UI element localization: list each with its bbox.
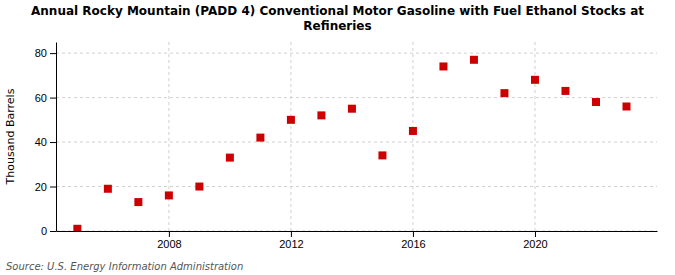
- x-tick-label: 2008: [157, 238, 181, 250]
- point: [317, 111, 325, 119]
- point: [470, 56, 478, 64]
- y-tick-label: 60: [35, 92, 47, 104]
- point: [561, 87, 569, 95]
- x-tick: 2012: [279, 231, 303, 250]
- y-tick-mark: [50, 53, 56, 54]
- point: [500, 89, 508, 97]
- x-tick-mark: [291, 231, 292, 237]
- point: [73, 225, 81, 231]
- point: [287, 116, 295, 124]
- point: [592, 98, 600, 106]
- x-tick-mark: [535, 231, 536, 237]
- plot-area: 2008 2012 2016 2020 0 20 40 60 80: [35, 42, 658, 250]
- y-tick: 40: [35, 136, 56, 148]
- point: [256, 134, 264, 142]
- x-tick: 2020: [523, 231, 547, 250]
- point: [409, 127, 417, 135]
- point: [622, 102, 630, 110]
- y-tick-label: 0: [41, 225, 47, 237]
- y-grid-line: [56, 97, 657, 98]
- y-tick-label: 20: [35, 181, 47, 193]
- y-tick-mark: [50, 187, 56, 188]
- y-axis-line: [56, 43, 57, 232]
- point: [378, 151, 386, 159]
- point: [348, 105, 356, 113]
- y-tick-label: 40: [35, 136, 47, 148]
- y-tick: 0: [41, 225, 56, 237]
- x-grid-line: [412, 42, 413, 231]
- y-grid-line: [56, 142, 657, 143]
- x-tick: 2016: [401, 231, 425, 250]
- x-tick-mark: [413, 231, 414, 237]
- y-tick-label: 80: [35, 47, 47, 59]
- y-axis: 0 20 40 60 80: [35, 43, 57, 238]
- x-axis-line: [57, 231, 658, 232]
- x-grid-line: [168, 42, 169, 231]
- chart-svg: 2008 2012 2016 2020 0 20 40 60 80 Thousand Barrel…: [0, 0, 675, 275]
- point: [104, 185, 112, 193]
- y-tick-mark: [50, 142, 56, 143]
- source-note: Source: U.S. Energy Information Administ…: [6, 261, 243, 272]
- y-grid-line: [56, 231, 657, 232]
- x-tick: 2008: [157, 231, 181, 250]
- y-tick: 20: [35, 181, 56, 193]
- x-axis: 2008 2012 2016 2020: [57, 231, 658, 250]
- y-tick-mark: [50, 231, 56, 232]
- title: Annual Rocky Mountain (PADD 4) Conventio…: [31, 4, 644, 33]
- points: [73, 56, 630, 231]
- x-tick-label: 2016: [401, 238, 425, 250]
- x-grid-line: [534, 42, 535, 231]
- y-axis-label: Thousand Barrels: [4, 88, 17, 185]
- y-tick-mark: [50, 98, 56, 99]
- point: [439, 62, 447, 70]
- x-tick-label: 2020: [523, 238, 547, 250]
- y-tick: 80: [35, 47, 56, 59]
- point: [226, 154, 234, 162]
- point: [165, 191, 173, 199]
- point: [134, 198, 142, 206]
- x-tick-label: 2012: [279, 238, 303, 250]
- x-tick-mark: [169, 231, 170, 237]
- y-grid-line: [56, 186, 657, 187]
- y-tick: 60: [35, 92, 56, 104]
- point: [195, 183, 203, 191]
- y-grid-line: [56, 53, 657, 54]
- point: [531, 76, 539, 84]
- grid: [56, 42, 657, 231]
- x-grid-line: [290, 42, 291, 231]
